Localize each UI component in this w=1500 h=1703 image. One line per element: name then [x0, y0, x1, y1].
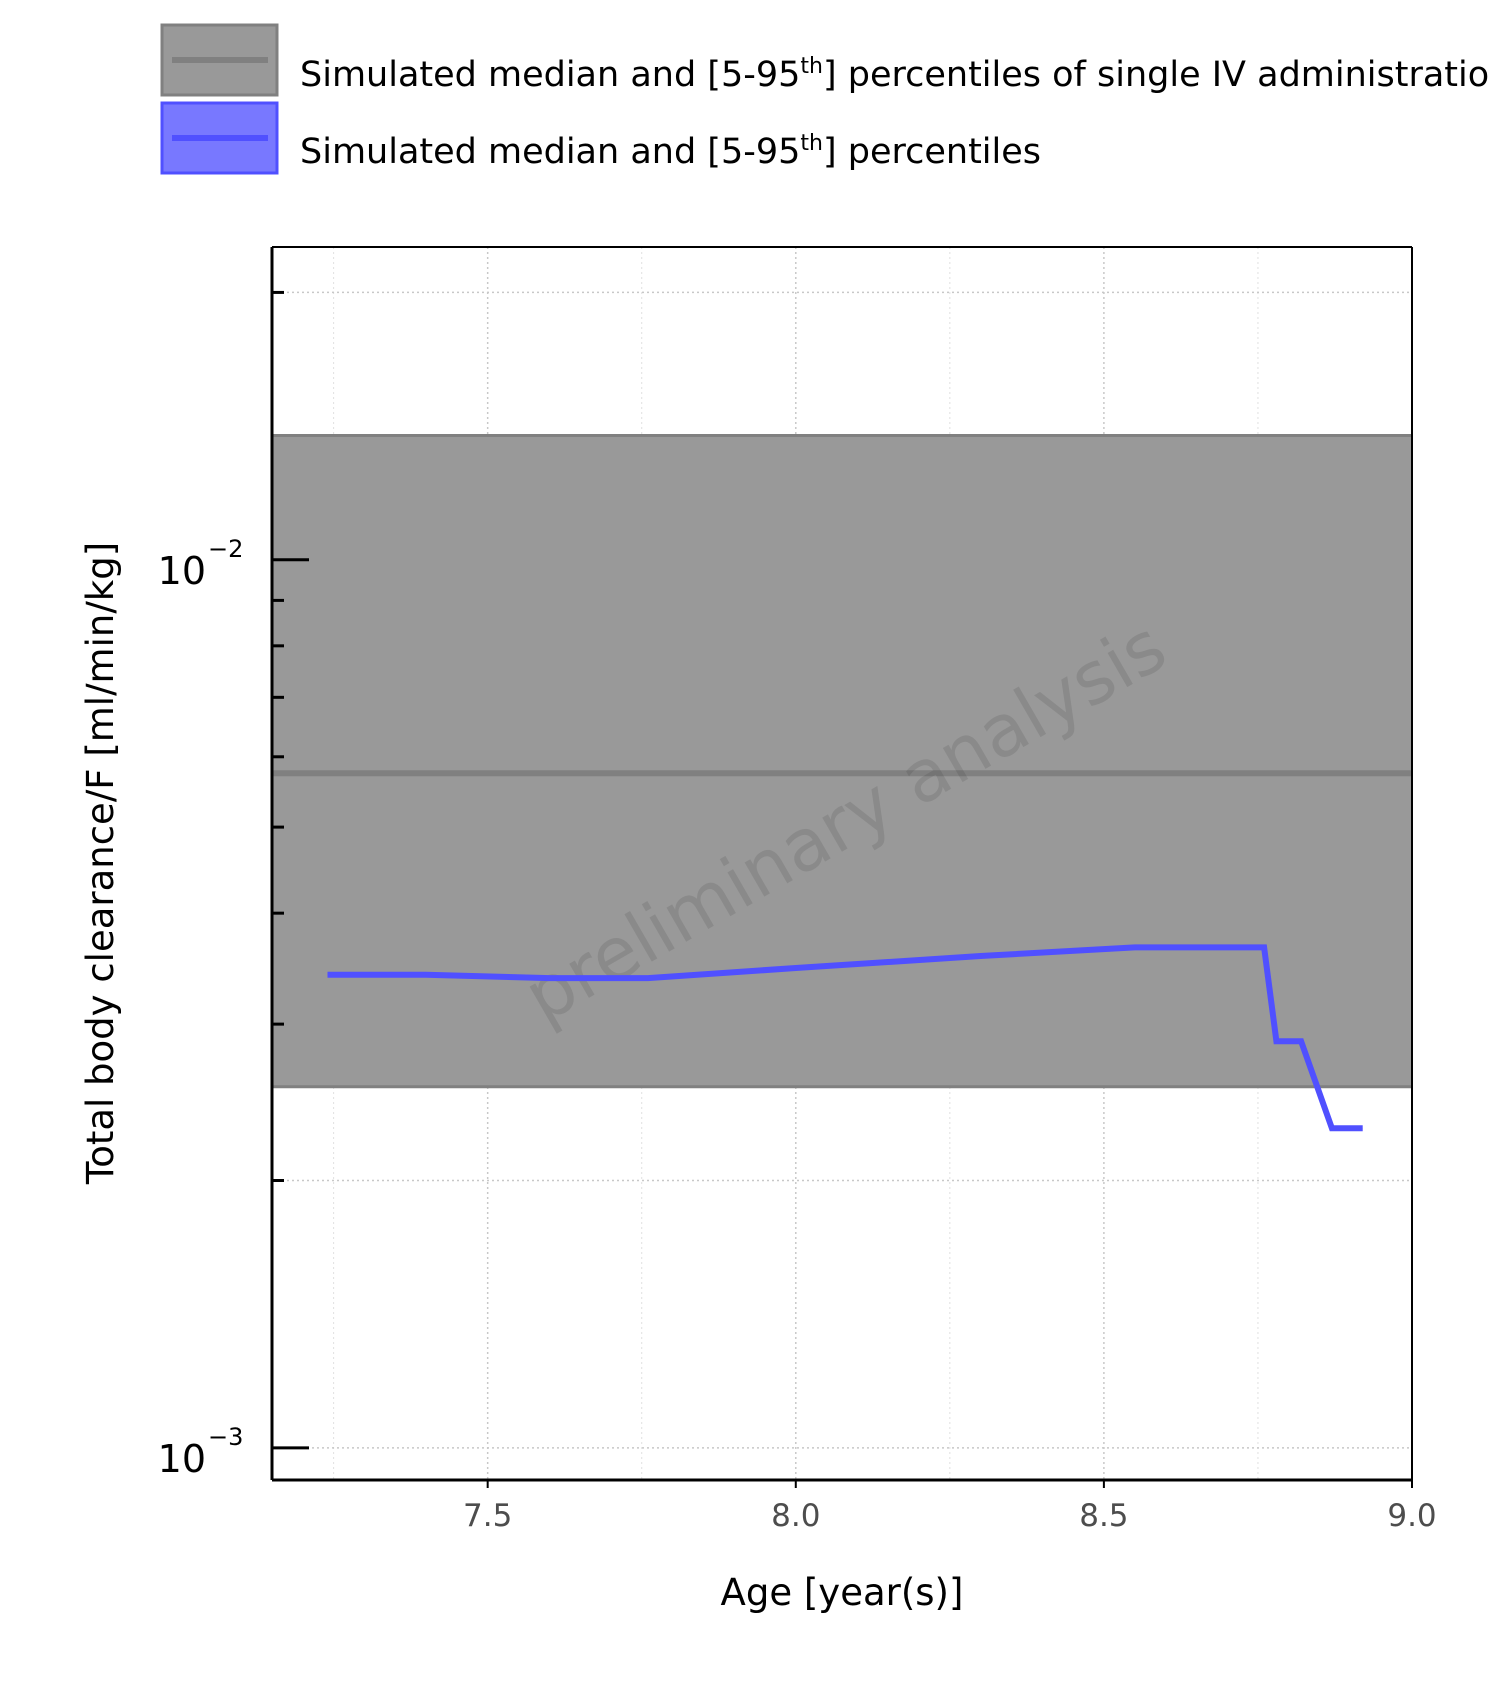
y-tick-label-base: 10 [158, 549, 206, 593]
legend-label-superscript: th [800, 131, 823, 156]
x-axis-title: Age [year(s)] [721, 1571, 964, 1614]
series-layer [327, 944, 1363, 1132]
legend-label: Simulated median and [5-95th] percentile… [300, 131, 1041, 172]
legend-label: Simulated median and [5-95th] percentile… [300, 54, 1489, 95]
x-tick-label: 8.5 [1079, 1498, 1128, 1534]
x-tick-label: 7.5 [463, 1498, 512, 1534]
x-tick-label: 9.0 [1387, 1498, 1436, 1534]
legend-label-superscript: th [800, 54, 823, 79]
ribbon-band [272, 435, 1412, 1087]
legend-label-part: Simulated median and [5-95 [300, 55, 800, 95]
legend-item: Simulated median and [5-95th] percentile… [160, 101, 1041, 175]
legend-label-part: ] percentiles [823, 132, 1041, 172]
series-line [327, 944, 1363, 1132]
y-tick-label-exponent: −2 [208, 535, 243, 563]
legend-label-part: Simulated median and [5-95 [300, 132, 800, 172]
y-tick-label-exponent: −3 [208, 1423, 243, 1451]
legend: Simulated median and [5-95th] percentile… [160, 23, 1489, 175]
x-tick-label: 8.0 [771, 1498, 820, 1534]
ribbon-layer [272, 434, 1412, 1089]
legend-label-part: ] percentiles of single IV administratio [823, 55, 1489, 95]
axes: 7.5 8.0 8.5 9.010−210−3 [158, 246, 1437, 1534]
y-axis-title: Total body clearance/F [ml/min/kg] [79, 542, 122, 1185]
y-tick-label-base: 10 [158, 1437, 206, 1481]
legend-item: Simulated median and [5-95th] percentile… [160, 23, 1489, 97]
